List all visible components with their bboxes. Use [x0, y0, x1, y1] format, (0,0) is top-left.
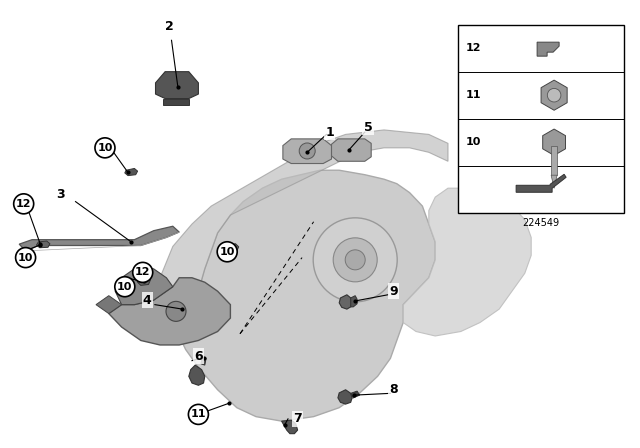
Text: 8: 8	[389, 383, 398, 396]
Circle shape	[345, 250, 365, 270]
Polygon shape	[226, 244, 239, 252]
Text: 10: 10	[466, 137, 481, 147]
Text: 11: 11	[466, 90, 481, 100]
Polygon shape	[339, 295, 352, 309]
Polygon shape	[115, 269, 173, 305]
Polygon shape	[125, 168, 138, 176]
Circle shape	[217, 242, 237, 262]
Text: 10: 10	[97, 143, 113, 153]
Text: 12: 12	[16, 199, 31, 209]
Text: 4: 4	[143, 293, 152, 307]
Text: 3: 3	[56, 188, 65, 202]
Text: 6: 6	[194, 349, 203, 363]
Polygon shape	[138, 277, 150, 285]
Polygon shape	[179, 170, 435, 421]
Text: 7: 7	[293, 412, 302, 426]
Polygon shape	[351, 391, 360, 398]
Circle shape	[166, 302, 186, 321]
Circle shape	[333, 238, 377, 282]
Text: 10: 10	[18, 253, 33, 263]
Text: 12: 12	[466, 43, 481, 53]
Polygon shape	[551, 175, 557, 188]
Bar	[551, 146, 557, 175]
Polygon shape	[163, 99, 189, 105]
Polygon shape	[109, 278, 230, 345]
Polygon shape	[96, 296, 122, 314]
Text: 2: 2	[165, 20, 174, 34]
Circle shape	[313, 218, 397, 302]
Circle shape	[95, 138, 115, 158]
Polygon shape	[351, 296, 357, 307]
Polygon shape	[201, 358, 206, 365]
Circle shape	[300, 143, 315, 159]
Text: 9: 9	[389, 284, 398, 298]
Polygon shape	[282, 420, 298, 434]
Text: 224549: 224549	[522, 218, 559, 228]
Polygon shape	[36, 241, 50, 248]
Polygon shape	[19, 226, 179, 251]
Text: 5: 5	[364, 121, 372, 134]
Polygon shape	[332, 139, 371, 161]
Polygon shape	[537, 42, 559, 56]
Polygon shape	[283, 139, 332, 164]
Polygon shape	[154, 130, 448, 336]
Text: 10: 10	[220, 247, 235, 257]
Polygon shape	[516, 174, 566, 192]
Circle shape	[547, 88, 561, 102]
Circle shape	[13, 194, 34, 214]
Polygon shape	[338, 390, 352, 404]
Polygon shape	[543, 129, 566, 155]
Text: 12: 12	[135, 267, 150, 277]
Polygon shape	[189, 365, 205, 385]
Circle shape	[115, 277, 135, 297]
Polygon shape	[156, 72, 198, 99]
Text: 10: 10	[117, 282, 132, 292]
Circle shape	[188, 405, 209, 424]
Circle shape	[15, 248, 36, 267]
Bar	[458, 25, 624, 213]
Circle shape	[132, 263, 153, 282]
Polygon shape	[403, 188, 531, 336]
Polygon shape	[541, 80, 567, 110]
Text: 1: 1	[325, 125, 334, 139]
Text: 11: 11	[191, 409, 206, 419]
